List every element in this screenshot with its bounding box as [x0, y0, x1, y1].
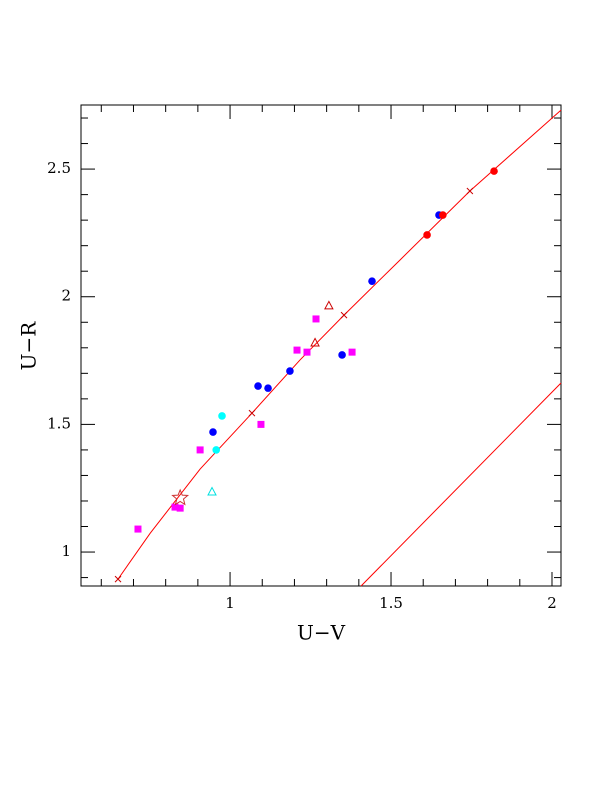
square-marker — [312, 315, 320, 323]
triangle-marker — [207, 486, 217, 496]
plot-frame — [80, 104, 562, 587]
y-axis-label: U−R — [17, 321, 41, 371]
circle-marker — [490, 167, 498, 175]
cross-marker — [340, 311, 348, 319]
square-marker — [176, 504, 184, 512]
circle-marker — [264, 384, 272, 392]
circle-marker — [368, 277, 376, 285]
square-marker — [134, 525, 142, 533]
fit-line — [117, 109, 562, 580]
y-tick-label: 2.5 — [47, 159, 71, 177]
square-marker — [196, 446, 204, 454]
x-tick-label: 1.5 — [379, 594, 403, 612]
circle-marker — [423, 231, 431, 239]
cross-marker — [466, 187, 474, 195]
circle-marker — [209, 428, 217, 436]
x-axis-label: U−V — [297, 621, 346, 645]
circle-marker — [254, 382, 262, 390]
circle-marker — [212, 446, 221, 454]
star-marker — [171, 488, 190, 506]
square-marker — [171, 503, 179, 511]
square-marker — [348, 348, 356, 356]
square-marker — [303, 348, 311, 356]
circle-marker — [218, 412, 226, 420]
cross-marker — [248, 409, 256, 417]
triangle-marker — [310, 337, 320, 347]
circle-marker — [338, 351, 346, 359]
fit-line — [360, 382, 562, 587]
y-tick-label: 2 — [61, 287, 71, 305]
circle-marker — [439, 211, 447, 219]
x-tick-label: 1 — [225, 594, 235, 612]
square-marker — [293, 346, 301, 354]
circle-marker — [286, 367, 294, 375]
y-tick-label: 1 — [61, 542, 71, 560]
triangle-marker — [324, 300, 334, 310]
square-marker — [257, 420, 265, 428]
cross-marker — [114, 575, 122, 583]
x-tick-label: 2 — [547, 594, 557, 612]
y-tick-label: 1.5 — [47, 414, 71, 432]
